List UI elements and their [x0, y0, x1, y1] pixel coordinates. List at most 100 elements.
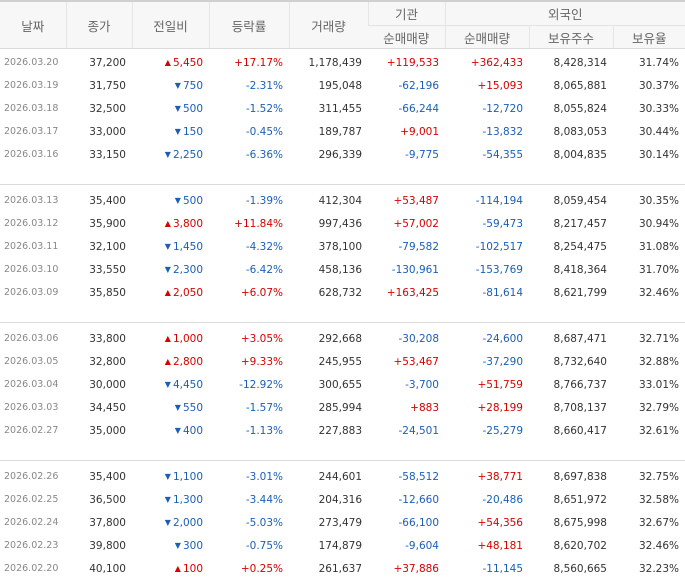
inst-net-cell: -66,100 [368, 511, 445, 534]
volume-cell: 285,994 [289, 396, 368, 419]
date-cell: 2026.03.10 [0, 258, 66, 281]
down-triangle-icon: ▼ [175, 81, 181, 90]
up-triangle-icon: ▲ [165, 219, 171, 228]
volume-cell: 378,100 [289, 235, 368, 258]
date-cell: 2026.03.06 [0, 327, 66, 350]
change-value: 750 [183, 80, 203, 92]
close-cell: 35,000 [66, 419, 132, 442]
change-cell: ▼150 [132, 120, 209, 143]
rate-cell: -12.92% [209, 373, 289, 396]
down-triangle-icon: ▼ [175, 403, 181, 412]
foreign-hold-cell: 8,418,364 [529, 258, 613, 281]
change-value: 2,800 [173, 356, 203, 368]
foreign-net-cell: -153,769 [445, 258, 529, 281]
close-cell: 33,000 [66, 120, 132, 143]
foreign-ratio-cell: 32.79% [613, 396, 685, 419]
change-cell: ▲5,450 [132, 49, 209, 75]
foreign-net-cell: -25,279 [445, 419, 529, 442]
up-triangle-icon: ▲ [165, 288, 171, 297]
inst-net-cell: -79,582 [368, 235, 445, 258]
foreign-net-cell: -13,832 [445, 120, 529, 143]
foreign-ratio-cell: 32.46% [613, 281, 685, 304]
spacer-cell [0, 442, 685, 461]
group-spacer [0, 166, 685, 185]
down-triangle-icon: ▼ [175, 541, 181, 550]
down-triangle-icon: ▼ [165, 518, 171, 527]
change-value: 100 [183, 563, 203, 575]
rate-cell: -3.01% [209, 465, 289, 488]
foreign-hold-cell: 8,675,998 [529, 511, 613, 534]
close-cell: 36,500 [66, 488, 132, 511]
foreign-hold-cell: 8,059,454 [529, 189, 613, 212]
close-cell: 37,200 [66, 49, 132, 75]
volume-cell: 204,316 [289, 488, 368, 511]
change-cell: ▲3,800 [132, 212, 209, 235]
foreign-net-cell: -54,355 [445, 143, 529, 166]
close-cell: 33,550 [66, 258, 132, 281]
change-value: 2,050 [173, 287, 203, 299]
rate-cell: +9.33% [209, 350, 289, 373]
change-value: 550 [183, 402, 203, 414]
date-cell: 2026.03.13 [0, 189, 66, 212]
close-cell: 32,500 [66, 97, 132, 120]
date-cell: 2026.03.09 [0, 281, 66, 304]
change-cell: ▼1,100 [132, 465, 209, 488]
header-foreign-hold: 보유주수 [529, 26, 613, 49]
rate-cell: +0.25% [209, 557, 289, 580]
down-triangle-icon: ▼ [165, 242, 171, 251]
down-triangle-icon: ▼ [175, 426, 181, 435]
date-cell: 2026.03.04 [0, 373, 66, 396]
rate-cell: -3.44% [209, 488, 289, 511]
foreign-hold-cell: 8,660,417 [529, 419, 613, 442]
change-cell: ▲2,050 [132, 281, 209, 304]
foreign-net-cell: -114,194 [445, 189, 529, 212]
foreign-net-cell: +54,356 [445, 511, 529, 534]
foreign-hold-cell: 8,254,475 [529, 235, 613, 258]
rate-cell: +17.17% [209, 49, 289, 75]
change-value: 4,450 [173, 379, 203, 391]
close-cell: 39,800 [66, 534, 132, 557]
change-value: 2,300 [173, 264, 203, 276]
change-value: 400 [183, 425, 203, 437]
foreign-net-cell: -24,600 [445, 327, 529, 350]
down-triangle-icon: ▼ [175, 127, 181, 136]
header-volume: 거래량 [289, 1, 368, 49]
date-cell: 2026.03.18 [0, 97, 66, 120]
inst-net-cell: -130,961 [368, 258, 445, 281]
down-triangle-icon: ▼ [165, 472, 171, 481]
foreign-ratio-cell: 31.08% [613, 235, 685, 258]
volume-cell: 189,787 [289, 120, 368, 143]
volume-cell: 296,339 [289, 143, 368, 166]
foreign-ratio-cell: 32.23% [613, 557, 685, 580]
foreign-hold-cell: 8,766,737 [529, 373, 613, 396]
foreign-net-cell: +51,759 [445, 373, 529, 396]
down-triangle-icon: ▼ [165, 380, 171, 389]
foreign-hold-cell: 8,732,640 [529, 350, 613, 373]
change-value: 3,800 [173, 218, 203, 230]
rate-cell: -0.45% [209, 120, 289, 143]
volume-cell: 412,304 [289, 189, 368, 212]
up-triangle-icon: ▲ [175, 564, 181, 573]
volume-cell: 1,178,439 [289, 49, 368, 75]
inst-net-cell: -9,775 [368, 143, 445, 166]
close-cell: 32,100 [66, 235, 132, 258]
volume-cell: 261,637 [289, 557, 368, 580]
date-cell: 2026.03.16 [0, 143, 66, 166]
rate-cell: +3.05% [209, 327, 289, 350]
down-triangle-icon: ▼ [165, 495, 171, 504]
inst-net-cell: -12,660 [368, 488, 445, 511]
spacer-cell [0, 304, 685, 323]
change-value: 1,100 [173, 471, 203, 483]
close-cell: 34,450 [66, 396, 132, 419]
foreign-ratio-cell: 32.67% [613, 511, 685, 534]
foreign-ratio-cell: 32.61% [613, 419, 685, 442]
foreign-hold-cell: 8,651,972 [529, 488, 613, 511]
foreign-net-cell: +48,181 [445, 534, 529, 557]
volume-cell: 458,136 [289, 258, 368, 281]
